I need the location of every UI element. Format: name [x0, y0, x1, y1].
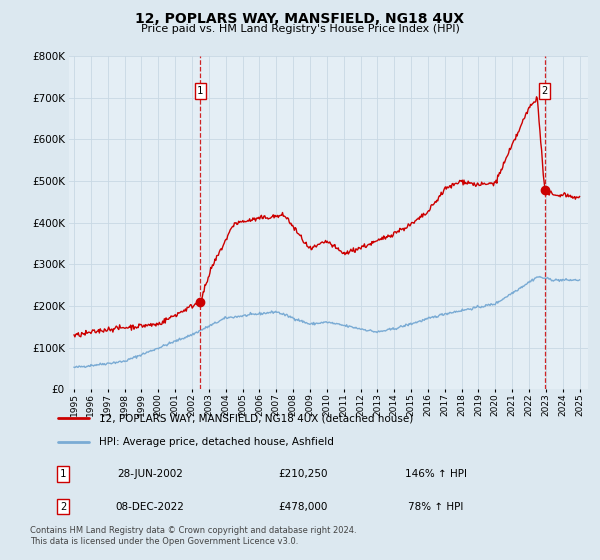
Text: HPI: Average price, detached house, Ashfield: HPI: Average price, detached house, Ashf…	[99, 436, 334, 446]
Text: Price paid vs. HM Land Registry's House Price Index (HPI): Price paid vs. HM Land Registry's House …	[140, 24, 460, 34]
Text: 2: 2	[60, 502, 67, 511]
Text: 08-DEC-2022: 08-DEC-2022	[116, 502, 184, 511]
Text: 28-JUN-2002: 28-JUN-2002	[117, 469, 183, 479]
Text: 2: 2	[541, 86, 548, 96]
Text: 78% ↑ HPI: 78% ↑ HPI	[408, 502, 463, 511]
Text: 1: 1	[197, 86, 203, 96]
Text: £210,250: £210,250	[278, 469, 328, 479]
Text: 146% ↑ HPI: 146% ↑ HPI	[404, 469, 467, 479]
Text: Contains HM Land Registry data © Crown copyright and database right 2024.
This d: Contains HM Land Registry data © Crown c…	[30, 526, 356, 546]
Text: 12, POPLARS WAY, MANSFIELD, NG18 4UX: 12, POPLARS WAY, MANSFIELD, NG18 4UX	[136, 12, 464, 26]
Text: 1: 1	[60, 469, 67, 479]
Text: £478,000: £478,000	[278, 502, 328, 511]
Text: 12, POPLARS WAY, MANSFIELD, NG18 4UX (detached house): 12, POPLARS WAY, MANSFIELD, NG18 4UX (de…	[99, 413, 413, 423]
